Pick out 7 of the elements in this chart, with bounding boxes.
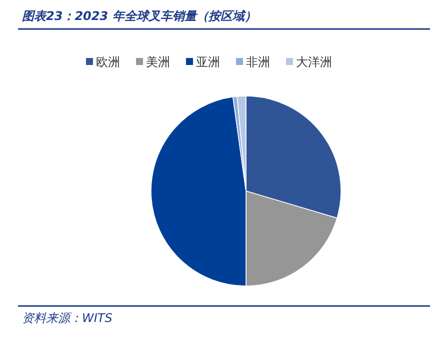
legend-label: 大洋洲 bbox=[296, 55, 332, 69]
chart-title: 图表23：2023 年全球叉车销量（按区域） bbox=[22, 9, 256, 23]
legend-label: 亚洲 bbox=[196, 55, 220, 69]
text: 资料来源：WITS bbox=[22, 311, 113, 325]
legend-label: 非洲 bbox=[246, 55, 270, 69]
legend-label: 欧洲 bbox=[96, 55, 120, 69]
legend-label: 美洲 bbox=[146, 55, 170, 69]
